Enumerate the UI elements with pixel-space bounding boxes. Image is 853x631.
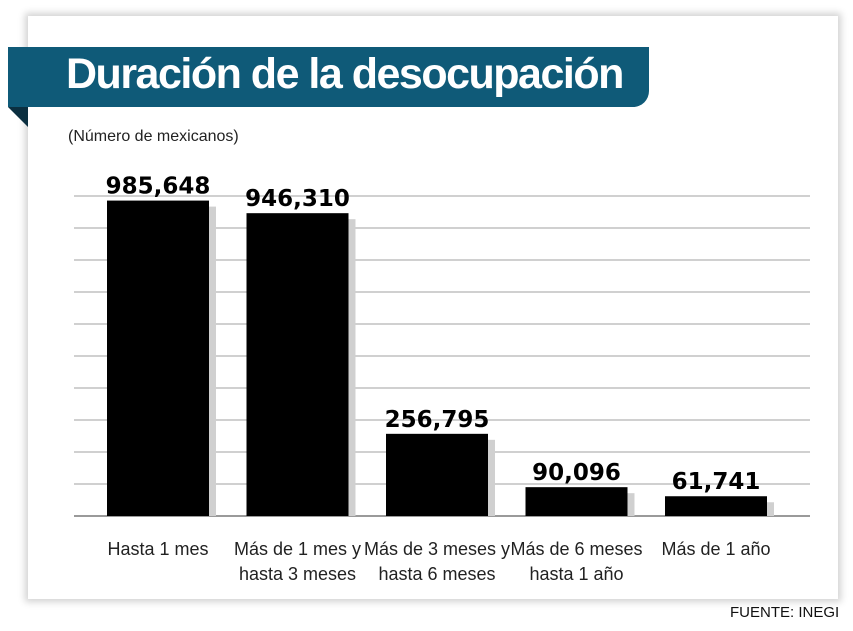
value-labels: 985,648 946,310 256,795 90,096 61,741: [106, 174, 761, 496]
category-labels: Hasta 1 mes Más de 1 mes y hasta 3 meses Má…: [107, 539, 770, 584]
bar: [107, 200, 209, 516]
category-label: hasta 3 meses: [239, 564, 356, 584]
value-label: 946,310: [245, 186, 350, 212]
category-label: hasta 6 meses: [378, 564, 495, 584]
value-label: 985,648: [106, 174, 211, 200]
bar: [665, 496, 767, 516]
category-label: Más de 1 año: [661, 539, 770, 559]
category-label: Más de 3 meses y: [364, 539, 510, 559]
chart-subtitle: (Número de mexicanos): [68, 128, 239, 145]
value-label: 61,741: [672, 469, 761, 495]
bar: [386, 433, 488, 516]
chart-title: Duración de la desocupación: [66, 50, 624, 98]
title-band: [8, 47, 649, 107]
bar: [246, 213, 349, 517]
value-label: 90,096: [532, 460, 621, 486]
category-label: Más de 1 mes y: [234, 539, 361, 559]
category-label: hasta 1 año: [529, 564, 623, 584]
value-label: 256,795: [385, 407, 490, 433]
title-band-fold: [8, 107, 28, 127]
bars: [107, 200, 774, 517]
category-label: Más de 6 meses: [510, 539, 642, 559]
source-note: FUENTE: INEGI: [730, 604, 840, 621]
bar: [525, 487, 628, 516]
category-label: Hasta 1 mes: [107, 539, 208, 559]
